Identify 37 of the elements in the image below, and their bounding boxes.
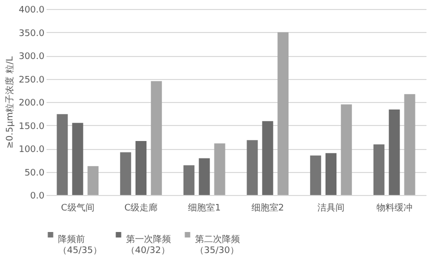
bar [310, 155, 322, 195]
bar [72, 122, 84, 195]
bar [88, 166, 99, 195]
y-tick-label: 350.0 [18, 28, 45, 39]
bar [340, 104, 352, 195]
bar [262, 121, 274, 195]
legend-label: 降频前（45/35） [58, 234, 102, 256]
bar [198, 158, 210, 195]
bar [120, 152, 132, 195]
legend-label: 第一次降频（40/32） [126, 234, 171, 256]
y-tick-label: 100.0 [18, 145, 45, 155]
y-axis-title: ≥0.5μm粒子浓度 粒/L [4, 56, 16, 149]
x-tick-label: 细胞室1 [188, 202, 221, 214]
y-tick-label: 400.0 [18, 6, 45, 16]
bar [373, 144, 384, 195]
bar [326, 153, 336, 195]
y-tick-label: 150.0 [18, 122, 45, 132]
bar [214, 143, 226, 195]
y-tick-label: 200.0 [18, 98, 45, 108]
bar [404, 94, 416, 195]
y-tick-label: 50.0 [24, 168, 45, 178]
y-tick-label: 250.0 [18, 75, 45, 86]
x-tick-label: C级走廊 [124, 202, 158, 214]
bar [56, 114, 68, 195]
y-tick-label: 0.0 [30, 192, 45, 202]
bar [183, 165, 194, 195]
bar [388, 109, 400, 195]
x-tick-label: C级气间 [61, 202, 94, 214]
bar [278, 32, 289, 195]
x-tick-label: 物料缓冲 [376, 202, 412, 214]
x-tick-label: 细胞室2 [251, 202, 284, 214]
x-tick-label: 洁具间 [318, 202, 344, 214]
legend-label: 第二次降频（35/30） [195, 234, 240, 256]
bar [246, 140, 258, 195]
y-tick-label: 300.0 [18, 52, 45, 62]
bar [136, 141, 146, 195]
bar [150, 81, 162, 195]
